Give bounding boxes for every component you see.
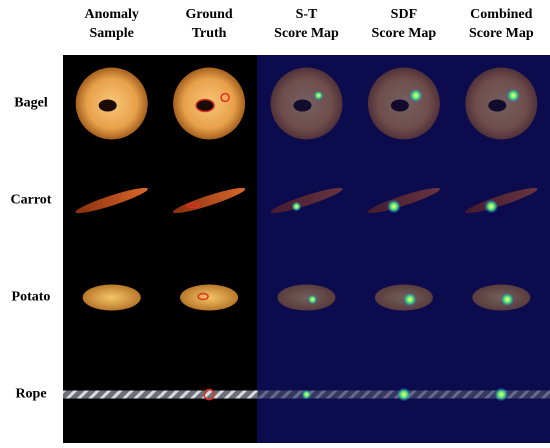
anomaly-hotspot — [291, 201, 302, 212]
sample-image — [465, 187, 538, 214]
bagel-image — [367, 67, 440, 140]
bagel-hole — [488, 99, 507, 112]
column-header: Score Map — [274, 26, 339, 41]
sample-image — [465, 67, 538, 140]
anomaly-hotspot — [408, 88, 423, 103]
anomaly-hotspot — [307, 294, 318, 305]
anomaly-hotspot — [386, 199, 401, 214]
anomaly-hotspot — [500, 292, 515, 307]
bagel-image — [270, 67, 343, 140]
anomaly-hotspot — [396, 387, 411, 402]
anomaly-hotspot — [494, 387, 509, 402]
sample-image — [160, 390, 258, 399]
potato-image — [82, 284, 141, 311]
bagel-hole — [98, 99, 117, 112]
anomaly-hotspot — [484, 199, 499, 214]
sample-image — [82, 284, 141, 311]
sample-image — [180, 284, 239, 311]
sample-image — [277, 284, 336, 311]
ground-truth-mask — [195, 98, 215, 113]
bagel-hole — [293, 99, 312, 112]
rope-image — [160, 390, 258, 399]
bagel-image — [465, 67, 538, 140]
sample-image — [270, 67, 343, 140]
column-header: Combined — [470, 7, 532, 22]
ground-truth-mask — [186, 202, 200, 209]
row-label: Bagel — [14, 96, 48, 111]
ground-truth-mask — [197, 292, 209, 301]
row-label: Potato — [12, 290, 51, 305]
sample-image — [75, 187, 148, 214]
ground-truth-mask — [220, 92, 230, 103]
row-label: Carrot — [11, 193, 52, 208]
anomaly-hotspot — [313, 90, 324, 101]
column-header: Sample — [90, 26, 134, 41]
bagel-hole — [196, 99, 215, 112]
sample-image — [367, 67, 440, 140]
column-header: SDF — [391, 7, 417, 22]
anomaly-hotspot — [506, 88, 521, 103]
carrot-image — [270, 187, 343, 214]
carrot-image — [75, 187, 148, 214]
sample-image — [270, 187, 343, 214]
anomaly-hotspot — [402, 292, 417, 307]
column-header: Anomaly — [84, 7, 138, 22]
bagel-hole — [390, 99, 409, 112]
carrot-image — [367, 187, 441, 214]
sample-image — [75, 67, 148, 140]
column-header: Score Map — [469, 26, 534, 41]
sample-image — [173, 67, 246, 140]
rope-image — [63, 390, 161, 399]
sample-image — [63, 390, 161, 399]
column-header: Truth — [192, 26, 227, 41]
anomaly-hotspot — [301, 389, 312, 400]
row-label: Rope — [15, 387, 46, 402]
potato-image — [180, 284, 239, 311]
sample-image — [367, 187, 441, 214]
column-header: Ground — [185, 7, 232, 22]
carrot-image — [465, 187, 538, 214]
column-header: Score Map — [372, 26, 437, 41]
column-header: S-T — [296, 7, 318, 22]
potato-image — [277, 284, 336, 311]
ground-truth-mask — [203, 388, 215, 401]
